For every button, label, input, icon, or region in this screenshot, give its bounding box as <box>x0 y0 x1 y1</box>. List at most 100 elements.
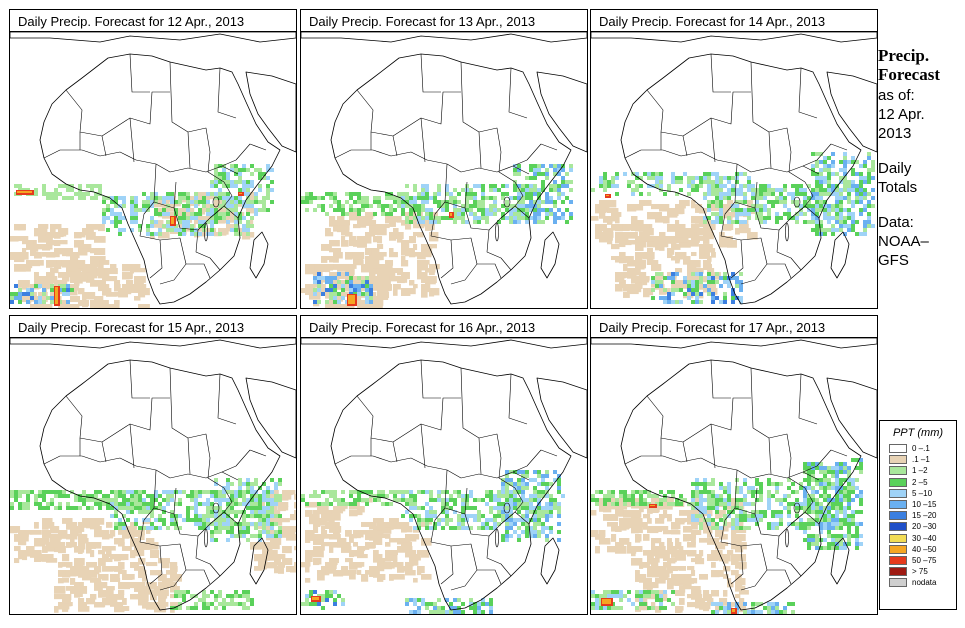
precip-cell <box>86 276 95 283</box>
precip-cell <box>210 506 214 510</box>
precip-cell <box>150 204 154 208</box>
precip-cell <box>385 260 394 266</box>
precip-cell <box>739 212 743 216</box>
precip-cell <box>317 196 321 200</box>
precip-cell <box>341 228 347 236</box>
forecast-panel: Daily Precip. Forecast for 13 Apr., 2013 <box>300 9 588 311</box>
precip-cell <box>537 172 541 176</box>
precip-cell <box>397 276 405 284</box>
panel-title: Daily Precip. Forecast for 14 Apr., 2013 <box>590 9 878 32</box>
precip-cell <box>230 530 234 534</box>
precip-cell <box>38 506 42 510</box>
precip-cell <box>727 284 731 288</box>
precip-cell <box>266 486 270 490</box>
precip-cell <box>361 196 365 200</box>
precip-cell <box>258 188 262 192</box>
precip-cell <box>687 276 695 282</box>
precip-cell <box>214 232 221 237</box>
precip-cell <box>309 518 320 525</box>
precip-cell <box>373 280 382 287</box>
precip-cell <box>313 490 317 494</box>
precip-cell <box>691 292 695 296</box>
precip-cell <box>357 292 361 296</box>
precip-cell <box>258 208 262 212</box>
precip-cell <box>270 490 274 494</box>
precip-cell <box>218 216 222 220</box>
precip-cell <box>102 216 106 220</box>
precip-cell <box>10 494 14 498</box>
precip-cell <box>218 590 222 594</box>
precip-cell <box>226 490 230 494</box>
precip-cell <box>839 220 843 224</box>
precip-cell <box>553 168 557 172</box>
precip-cell <box>635 224 647 232</box>
precip-cell <box>246 228 250 232</box>
precip-cell <box>747 180 751 184</box>
precip-cell <box>114 514 118 518</box>
precip-cell <box>863 204 867 208</box>
precip-cell <box>385 192 389 196</box>
precip-cell <box>234 220 238 224</box>
precip-cell <box>30 260 41 267</box>
precip-cell <box>425 280 436 285</box>
precip-cell <box>489 208 493 212</box>
precip-cell <box>78 192 82 196</box>
precip-cell <box>659 272 663 276</box>
precip-cell <box>246 482 250 486</box>
precip-cell <box>663 300 667 304</box>
precip-cell <box>146 562 158 567</box>
precip-cell <box>118 590 125 596</box>
precip-cell <box>178 220 182 224</box>
precip-cell <box>321 264 327 272</box>
precip-cell <box>333 264 338 270</box>
precip-cell <box>158 196 162 200</box>
precip-cell <box>142 602 148 609</box>
precip-cell <box>485 208 489 212</box>
precip-cell <box>599 204 609 210</box>
precip-cell <box>417 260 429 268</box>
precip-cell <box>206 490 210 494</box>
precip-cell <box>106 208 110 212</box>
precip-cell <box>413 208 417 212</box>
precip-cell <box>94 272 100 277</box>
precip-cell <box>210 514 214 518</box>
precip-cell <box>222 518 226 522</box>
precip-cell <box>719 240 728 248</box>
precip-cell <box>242 522 246 526</box>
precip-cell <box>747 176 751 180</box>
precip-cell <box>389 252 398 258</box>
precip-cell <box>218 502 222 506</box>
precip-cell <box>345 268 355 275</box>
precip-cell <box>102 502 106 506</box>
precip-cell <box>823 208 827 212</box>
precip-cell <box>691 252 697 257</box>
precip-cell <box>417 252 426 260</box>
precip-cell <box>437 184 441 188</box>
precip-cell <box>50 284 54 288</box>
precip-cell <box>54 542 66 550</box>
precip-cell <box>389 232 399 239</box>
precip-cell <box>18 494 22 498</box>
precip-cell <box>42 490 46 494</box>
precip-cell <box>325 490 329 494</box>
precip-cell <box>659 284 663 288</box>
precip-cell <box>106 550 112 555</box>
precip-cell <box>250 180 254 184</box>
precip-cell <box>413 284 418 289</box>
precip-cell <box>14 292 18 296</box>
precip-cell <box>66 268 73 275</box>
precip-cell <box>74 192 78 196</box>
precip-cell <box>775 188 779 192</box>
precip-cell <box>230 200 234 204</box>
precip-cell <box>639 272 647 279</box>
precip-cell <box>222 184 226 188</box>
precip-cell <box>158 598 166 606</box>
precip-cell <box>815 208 819 212</box>
precip-cell <box>150 220 154 224</box>
precip-cell <box>114 498 118 502</box>
precip-cell <box>202 518 206 522</box>
precip-cell <box>417 566 425 574</box>
precip-cell <box>691 236 700 243</box>
precip-cell <box>126 510 130 514</box>
precip-cell <box>313 558 320 566</box>
